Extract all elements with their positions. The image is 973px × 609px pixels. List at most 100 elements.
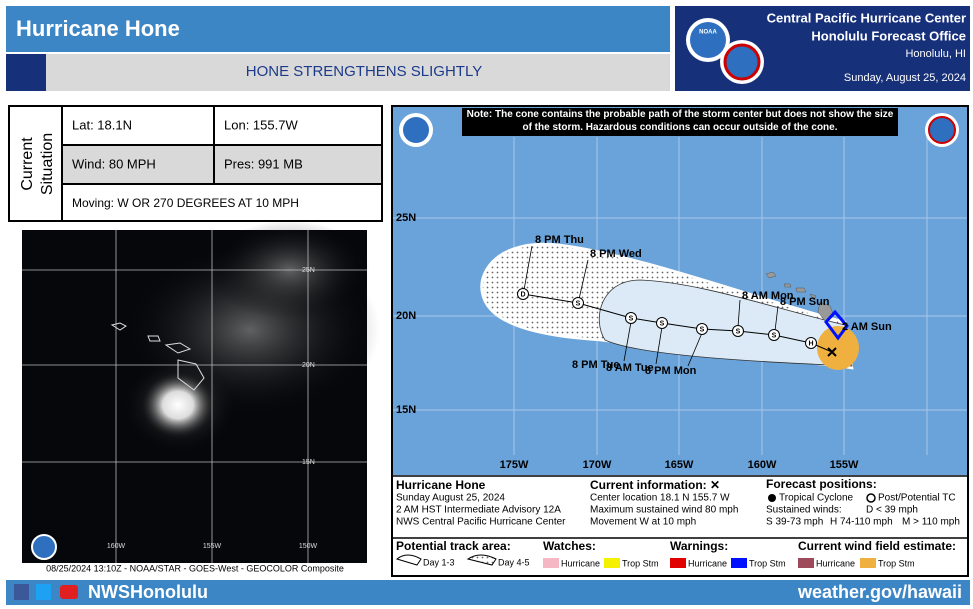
noaa-logo bbox=[31, 534, 57, 560]
legend-tc: Tropical Cyclone bbox=[779, 493, 854, 504]
motion: Moving: W OR 270 DEGREES AT 10 MPH bbox=[72, 196, 299, 210]
sat-lon-label: 155W bbox=[203, 543, 222, 550]
wind-m: M > 110 mph bbox=[902, 517, 960, 528]
forecast-point bbox=[805, 337, 817, 349]
point-letter: S bbox=[700, 326, 705, 333]
time-label: 8 PM Wed bbox=[590, 248, 642, 260]
title-bar bbox=[6, 6, 670, 52]
warn-hurricane: Hurricane bbox=[688, 558, 727, 568]
office-name: Honolulu Forecast Office bbox=[811, 28, 966, 43]
watch-tropical-storm: Trop Stm bbox=[622, 558, 659, 568]
subtitle-bar bbox=[46, 54, 670, 91]
sat-lat-label: 15N bbox=[302, 459, 315, 466]
warnings-heading: Warnings: bbox=[670, 539, 728, 553]
wind-field-heading: Current wind field estimate: bbox=[798, 539, 956, 553]
wind-h: H 74-110 mph bbox=[830, 517, 893, 528]
wind: Wind: 80 MPH bbox=[72, 156, 156, 171]
forecast-point bbox=[656, 317, 668, 329]
current-heading: Current information: ✕ bbox=[590, 478, 720, 492]
wind-hurricane: Hurricane bbox=[816, 558, 855, 568]
row-shade bbox=[63, 146, 381, 183]
lon-label: 165W bbox=[665, 459, 694, 471]
satellite-grid bbox=[22, 230, 367, 563]
lon-label: 170W bbox=[583, 459, 612, 471]
legend-post-tc: Post/Potential TC bbox=[878, 493, 956, 504]
sat-lon-label: 150W bbox=[299, 543, 318, 550]
twitter-icon[interactable] bbox=[36, 584, 51, 600]
logo-text: NOAA bbox=[699, 30, 717, 36]
social-handle[interactable]: NWSHonolulu bbox=[88, 582, 208, 602]
leaders bbox=[523, 245, 779, 367]
current-location: Center location 18.1 N 155.7 W bbox=[590, 493, 730, 504]
situation-heading: Situation bbox=[39, 133, 56, 195]
pressure: Pres: 991 MB bbox=[224, 156, 303, 171]
lat-label: 25N bbox=[396, 212, 416, 224]
time-label: 8 PM Tue bbox=[572, 359, 619, 371]
cone-note: Note: The cone contains the probable pat… bbox=[462, 108, 898, 136]
current-movement: Movement W at 10 mph bbox=[590, 517, 696, 528]
sat-lat-label: 25N bbox=[302, 267, 315, 274]
sat-lat-label: 20N bbox=[302, 362, 315, 369]
wind-d: D < 39 mph bbox=[866, 505, 918, 516]
info-advisory: 2 AM HST Intermediate Advisory 12A bbox=[396, 505, 561, 516]
accent bbox=[6, 54, 46, 91]
point-letter: S bbox=[576, 300, 581, 307]
youtube-icon[interactable] bbox=[60, 585, 78, 599]
lon-label: 160W bbox=[748, 459, 777, 471]
time-label: 8 AM Mon bbox=[742, 290, 794, 302]
lat: Lat: 18.1N bbox=[72, 117, 132, 132]
islands bbox=[765, 271, 835, 323]
lat-label: 15N bbox=[396, 404, 416, 416]
day45: Day 4-5 bbox=[498, 557, 530, 567]
watch-hurricane: Hurricane bbox=[561, 558, 600, 568]
point-letter: S bbox=[736, 328, 741, 335]
forecast-point bbox=[696, 323, 708, 335]
point-letter: D bbox=[520, 291, 525, 298]
facebook-icon[interactable] bbox=[14, 584, 29, 600]
time-label: 8 PM Sun bbox=[780, 296, 830, 308]
point-letter: S bbox=[629, 315, 634, 322]
website[interactable]: weather.gov/hawaii bbox=[797, 582, 962, 602]
title: Hurricane Hone bbox=[16, 16, 180, 41]
time-label: 8 PM Mon bbox=[645, 365, 697, 377]
wind-s: S 39-73 mph bbox=[766, 517, 823, 528]
warning bbox=[824, 309, 849, 341]
center-name: Central Pacific Hurricane Center bbox=[767, 10, 966, 25]
sat-lon-label: 160W bbox=[107, 543, 126, 550]
lon-label: 175W bbox=[500, 459, 529, 471]
info-storm: Hurricane Hone bbox=[396, 478, 486, 492]
time-label: 8 PM Thu bbox=[535, 234, 584, 246]
forecast-points: D S S S S S S H bbox=[517, 288, 817, 349]
islands-outline bbox=[110, 322, 205, 391]
forecast-point bbox=[732, 325, 744, 337]
lat-label: 20N bbox=[396, 310, 416, 322]
day13: Day 1-3 bbox=[423, 557, 455, 567]
wind-field bbox=[817, 326, 859, 370]
forecast-point bbox=[572, 297, 584, 309]
info-office: NWS Central Pacific Hurricane Center bbox=[396, 517, 566, 528]
point-letter: H bbox=[808, 340, 813, 347]
forecast-point bbox=[625, 312, 637, 324]
track-heading: Potential track area: bbox=[396, 539, 511, 553]
wind-tropical-storm: Trop Stm bbox=[878, 558, 915, 568]
point-letter: S bbox=[660, 320, 665, 327]
winds-heading: Sustained winds: bbox=[766, 505, 842, 516]
forecast-point bbox=[768, 329, 780, 341]
time-label: 2 AM Sun bbox=[842, 321, 892, 333]
subtitle: HONE STRENGTHENS SLIGHTLY bbox=[246, 63, 482, 80]
time-label: 8 AM Tue bbox=[606, 362, 654, 374]
footer-bar bbox=[6, 580, 970, 605]
current-wind: Maximum sustained wind 80 mph bbox=[590, 505, 738, 516]
lon: Lon: 155.7W bbox=[224, 117, 298, 132]
location: Honolulu, HI bbox=[905, 48, 966, 60]
forecast-point bbox=[517, 288, 529, 300]
point-letter: S bbox=[772, 332, 777, 339]
watches-heading: Watches: bbox=[543, 539, 596, 553]
date: Sunday, August 25, 2024 bbox=[844, 72, 966, 84]
forecast-heading: Forecast positions: bbox=[766, 477, 877, 491]
warn-tropical-storm: Trop Stm bbox=[749, 558, 786, 568]
satellite-caption: 08/25/2024 13:10Z - NOAA/STAR - GOES-Wes… bbox=[46, 563, 344, 573]
situation-heading: Current bbox=[19, 137, 36, 191]
